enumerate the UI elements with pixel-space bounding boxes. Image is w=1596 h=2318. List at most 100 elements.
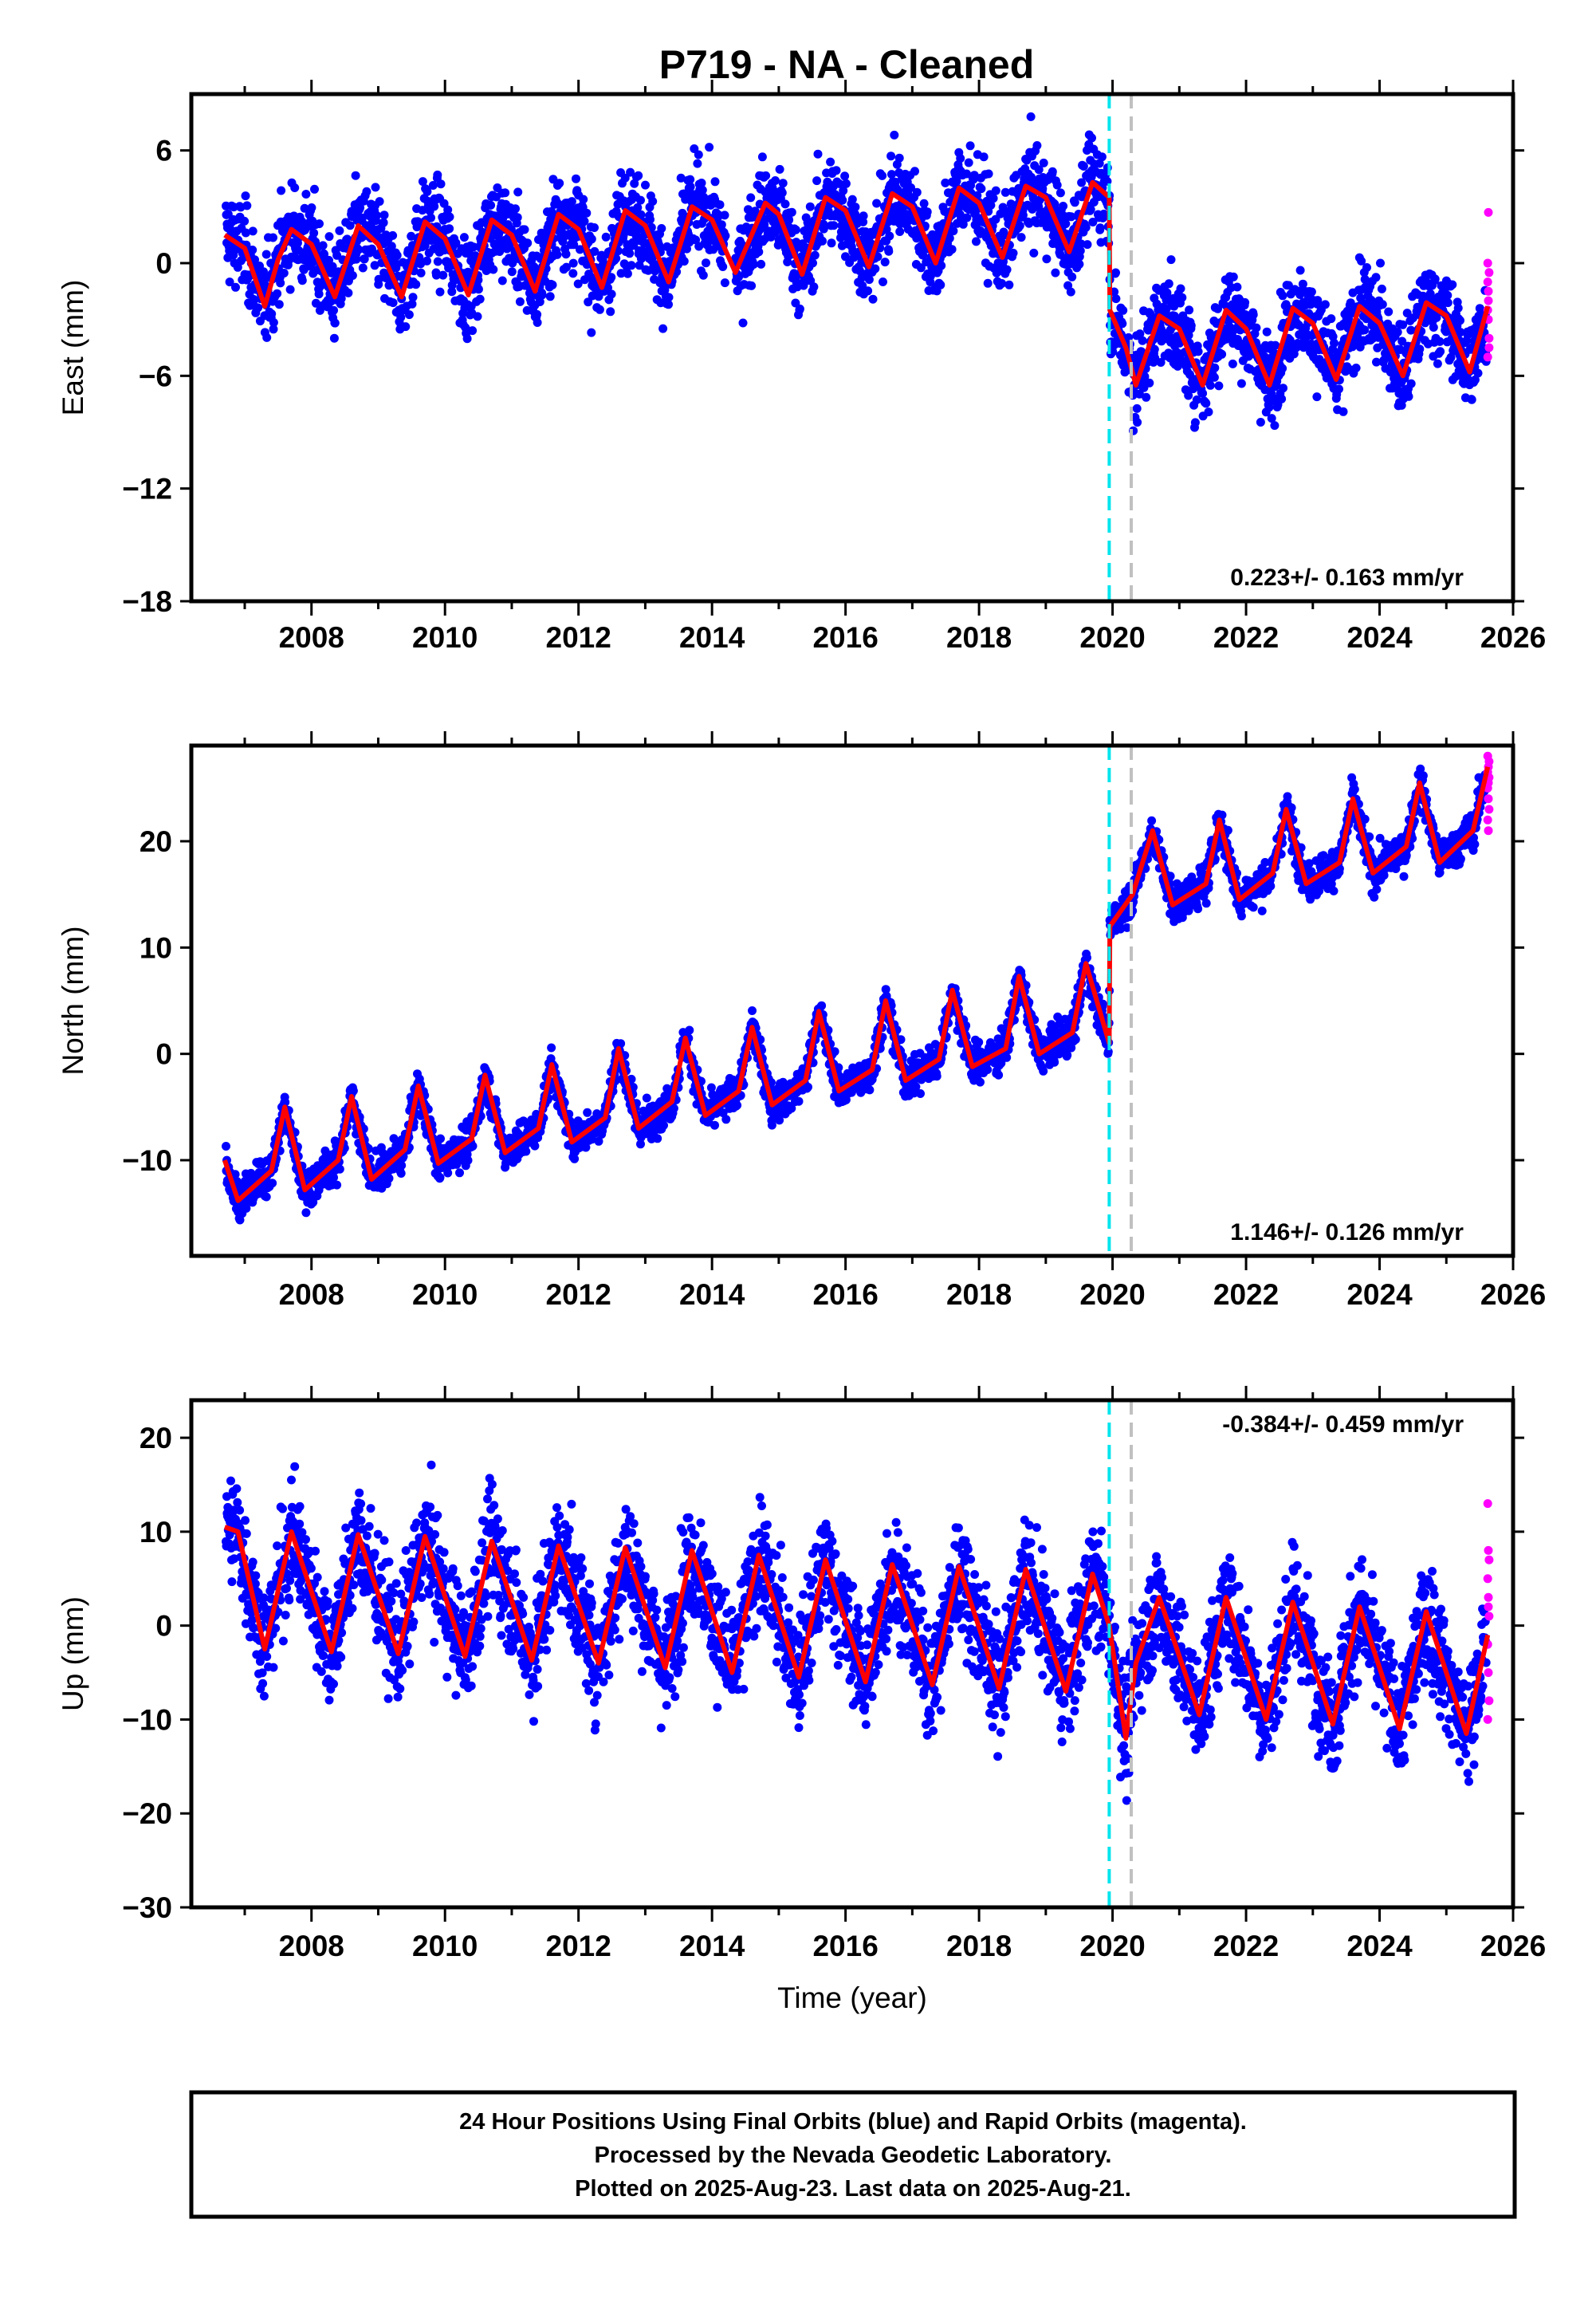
final-orbit-point [949, 226, 957, 235]
final-orbit-point [290, 183, 299, 192]
final-orbit-point [1040, 159, 1048, 167]
final-orbit-point [1474, 369, 1483, 378]
final-orbit-point [1431, 274, 1440, 283]
final-orbit-point [1433, 360, 1442, 368]
final-orbit-point [336, 1165, 344, 1174]
final-orbit-point [1067, 288, 1075, 297]
final-orbit-point [1217, 350, 1226, 359]
final-orbit-point [331, 319, 340, 328]
final-orbit-point [923, 207, 932, 216]
final-orbit-point [606, 307, 615, 316]
final-orbit-point [992, 187, 1000, 195]
final-orbit-point [582, 209, 591, 218]
final-orbit-point [1214, 381, 1223, 390]
final-orbit-point [548, 281, 557, 289]
final-orbit-point [1456, 316, 1464, 325]
final-orbit-point [1228, 360, 1237, 368]
final-orbit-point [1198, 389, 1207, 398]
final-orbit-point [568, 197, 576, 206]
rapid-orbit-point [1484, 268, 1493, 277]
final-orbit-point [319, 241, 328, 250]
final-orbit-point [884, 247, 893, 256]
final-orbit-point [733, 1101, 741, 1110]
final-orbit-point [385, 1174, 394, 1183]
final-orbit-point [511, 204, 520, 213]
final-orbit-point [623, 270, 632, 278]
final-orbit-point [1296, 266, 1305, 275]
final-orbit-point [1118, 306, 1127, 315]
final-orbit-point [1360, 325, 1369, 334]
final-orbit-point [533, 310, 541, 319]
final-orbit-point [665, 293, 674, 301]
final-orbit-point [498, 277, 507, 285]
final-orbit-point [405, 310, 414, 319]
final-orbit-point [913, 188, 922, 197]
final-orbit-point [1436, 347, 1445, 356]
final-orbit-point [1142, 393, 1150, 402]
final-orbit-point [569, 259, 578, 268]
final-orbit-point [335, 226, 344, 235]
final-orbit-point [1327, 314, 1335, 323]
final-orbit-point [1405, 392, 1413, 401]
final-orbit-point [298, 276, 307, 285]
final-orbit-point [562, 250, 571, 258]
final-orbit-point [680, 257, 689, 266]
final-orbit-point [222, 1142, 230, 1151]
final-orbit-point [659, 1121, 668, 1130]
final-orbit-point [513, 213, 522, 222]
final-orbit-point [590, 223, 599, 232]
final-orbit-point [1187, 321, 1196, 330]
final-orbit-point [401, 322, 410, 331]
final-orbit-point [1079, 162, 1088, 171]
final-orbit-point [464, 1156, 473, 1165]
final-orbit-point [516, 297, 525, 306]
final-orbit-point [587, 329, 596, 337]
final-orbit-point [1004, 281, 1013, 289]
final-orbit-point [474, 285, 483, 293]
final-orbit-point [301, 190, 310, 199]
final-orbit-point [371, 183, 380, 191]
y-axis-label: East (mm) [57, 280, 89, 416]
final-orbit-point [231, 283, 240, 292]
final-orbit-point [1185, 305, 1193, 314]
x-tick-label: 2024 [1346, 621, 1413, 654]
final-orbit-point [886, 152, 895, 160]
final-orbit-point [948, 245, 957, 254]
final-orbit-point [1372, 273, 1381, 281]
final-orbit-point [1111, 269, 1120, 277]
final-orbit-point [718, 262, 727, 271]
final-orbit-point [553, 250, 562, 259]
final-orbit-point [871, 265, 879, 274]
final-orbit-point [792, 226, 800, 234]
final-orbit-point [627, 261, 636, 270]
final-orbit-point [362, 187, 371, 196]
final-orbit-point [1016, 222, 1024, 230]
final-orbit-point [1321, 300, 1330, 309]
final-orbit-point [1059, 202, 1067, 211]
final-orbit-point [463, 334, 472, 343]
final-orbit-point [607, 289, 616, 298]
rapid-orbit-point [1484, 344, 1493, 352]
final-orbit-point [546, 292, 555, 301]
final-orbit-point [568, 269, 577, 277]
final-orbit-point [275, 300, 284, 309]
final-orbit-point [269, 234, 277, 242]
final-orbit-point [811, 251, 820, 260]
final-orbit-point [1205, 407, 1213, 416]
final-orbit-point [530, 1142, 539, 1151]
final-orbit-point [310, 185, 319, 194]
final-orbit-point [427, 214, 435, 222]
final-orbit-point [1252, 324, 1260, 333]
final-orbit-point [1256, 418, 1265, 427]
final-orbit-point [778, 188, 787, 197]
final-orbit-point [1279, 384, 1287, 392]
final-orbit-point [434, 258, 442, 266]
final-orbit-point [838, 196, 847, 205]
final-orbit-point [455, 1168, 464, 1177]
final-orbit-point [829, 221, 838, 230]
final-orbit-point [1027, 112, 1036, 121]
final-orbit-point [445, 224, 454, 233]
